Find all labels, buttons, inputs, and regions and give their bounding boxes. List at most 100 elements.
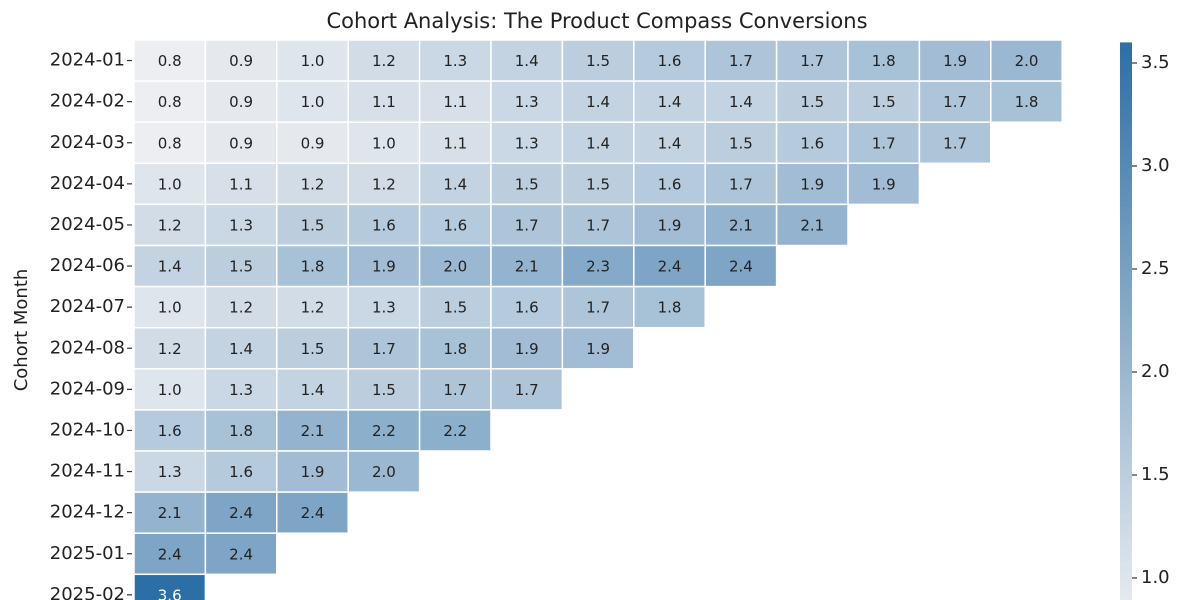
cell-label: 1.5	[515, 175, 539, 193]
heatmap-cell	[133, 532, 207, 576]
heatmap-cell	[347, 368, 421, 411]
cell-label: 1.4	[586, 134, 610, 152]
heatmap-cell	[133, 491, 207, 534]
heatmap-cell	[347, 203, 421, 247]
colorbar-segment	[1120, 287, 1132, 293]
colorbar-segment	[1120, 52, 1132, 58]
cell-label: 2.4	[158, 545, 182, 563]
colorbar-segment	[1120, 297, 1132, 303]
cell-label: 2.2	[372, 422, 396, 440]
colorbar-segment	[1120, 537, 1132, 543]
heatmap-cell	[847, 39, 921, 82]
colorbar-tick-label: 2.5	[1141, 258, 1170, 279]
colorbar-segment	[1120, 104, 1132, 111]
colorbar-segment	[1120, 566, 1132, 572]
colorbar-segment	[1120, 128, 1132, 135]
cell-label: 1.7	[729, 52, 753, 70]
colorbar-segment	[1120, 523, 1132, 529]
colorbar-segment	[1120, 527, 1132, 534]
cell-label: 1.6	[158, 422, 182, 440]
cell-label: 1.3	[229, 381, 253, 399]
cell-label: 1.9	[586, 340, 610, 358]
colorbar-segment	[1120, 551, 1132, 558]
heatmap-cell	[918, 121, 992, 165]
cell-label: 1.4	[515, 52, 539, 70]
cell-label: 1.2	[301, 175, 325, 193]
cell-label: 1.6	[658, 52, 682, 70]
colorbar-segment	[1120, 249, 1132, 255]
chart-title: Cohort Analysis: The Product Compass Con…	[326, 9, 867, 33]
cell-label: 1.0	[301, 93, 325, 111]
cell-label: 1.8	[1015, 93, 1039, 111]
row-label: 2024-04	[50, 173, 125, 194]
heatmap-cell	[561, 244, 635, 288]
heatmap-cell	[490, 326, 564, 370]
colorbar-segment	[1120, 176, 1132, 183]
colorbar-segment	[1120, 282, 1132, 289]
cell-label: 1.5	[586, 175, 610, 193]
heatmap-cell	[133, 285, 207, 329]
colorbar-segment	[1120, 422, 1132, 428]
cell-label: 1.5	[372, 381, 396, 399]
cell-label: 2.4	[229, 545, 253, 563]
colorbar-segment	[1120, 518, 1132, 524]
cell-label: 1.3	[515, 93, 539, 111]
colorbar-segment	[1120, 450, 1132, 457]
cell-label: 1.5	[301, 340, 325, 358]
heatmap-cell	[704, 162, 778, 206]
cell-label: 1.5	[872, 93, 896, 111]
cell-label: 1.0	[301, 52, 325, 70]
colorbar-segment	[1120, 561, 1132, 567]
cell-label: 1.7	[372, 340, 396, 358]
cell-label: 1.3	[515, 134, 539, 152]
cell-label: 1.5	[301, 216, 325, 234]
colorbar-segment	[1120, 542, 1132, 548]
cell-label: 2.1	[301, 422, 325, 440]
row-label: 2024-05	[50, 214, 125, 235]
cell-label: 1.5	[729, 134, 753, 152]
cell-label: 2.4	[301, 504, 325, 522]
colorbar-segment	[1120, 263, 1132, 269]
cell-label: 1.4	[158, 258, 182, 276]
colorbar-segment	[1120, 138, 1132, 144]
colorbar-segment	[1120, 571, 1132, 577]
colorbar-segment	[1120, 575, 1132, 582]
heatmap-cell	[347, 121, 421, 165]
cell-label: 2.4	[658, 258, 682, 276]
colorbar-segment	[1120, 114, 1132, 120]
cell-label: 1.7	[872, 134, 896, 152]
colorbar-segment	[1120, 100, 1132, 106]
colorbar-tick-label: 3.5	[1141, 52, 1170, 73]
cell-label: 1.2	[301, 299, 325, 317]
cell-label: 1.5	[443, 299, 467, 317]
colorbar-segment	[1120, 191, 1132, 197]
row-label: 2025-01	[50, 543, 125, 564]
colorbar-segment	[1120, 359, 1132, 366]
colorbar-segment	[1120, 205, 1132, 212]
cell-label: 2.0	[372, 463, 396, 481]
cell-label: 1.0	[158, 381, 182, 399]
heatmap-cell	[276, 491, 349, 534]
colorbar-segment	[1120, 484, 1132, 491]
heatmap-cell	[561, 162, 635, 206]
cell-label: 1.7	[729, 175, 753, 193]
colorbar-segment	[1120, 426, 1132, 433]
cell-label: 1.2	[158, 340, 182, 358]
heatmap-cell	[347, 450, 421, 493]
colorbar-segment	[1120, 354, 1132, 361]
colorbar-segment	[1120, 595, 1132, 600]
colorbar-segment	[1120, 239, 1132, 245]
colorbar-segment	[1120, 56, 1132, 63]
colorbar-segment	[1120, 90, 1132, 96]
cell-label: 1.4	[301, 381, 325, 399]
heatmap-cell	[490, 162, 564, 206]
heatmap-cell	[418, 326, 492, 370]
colorbar-segment	[1120, 157, 1132, 164]
colorbar-segment	[1120, 479, 1132, 486]
cell-label: 1.3	[158, 463, 182, 481]
cell-label: 1.5	[800, 93, 824, 111]
cell-label: 1.9	[872, 175, 896, 193]
cell-label: 1.0	[372, 134, 396, 152]
cell-label: 1.3	[229, 216, 253, 234]
colorbar-segment	[1120, 412, 1132, 418]
